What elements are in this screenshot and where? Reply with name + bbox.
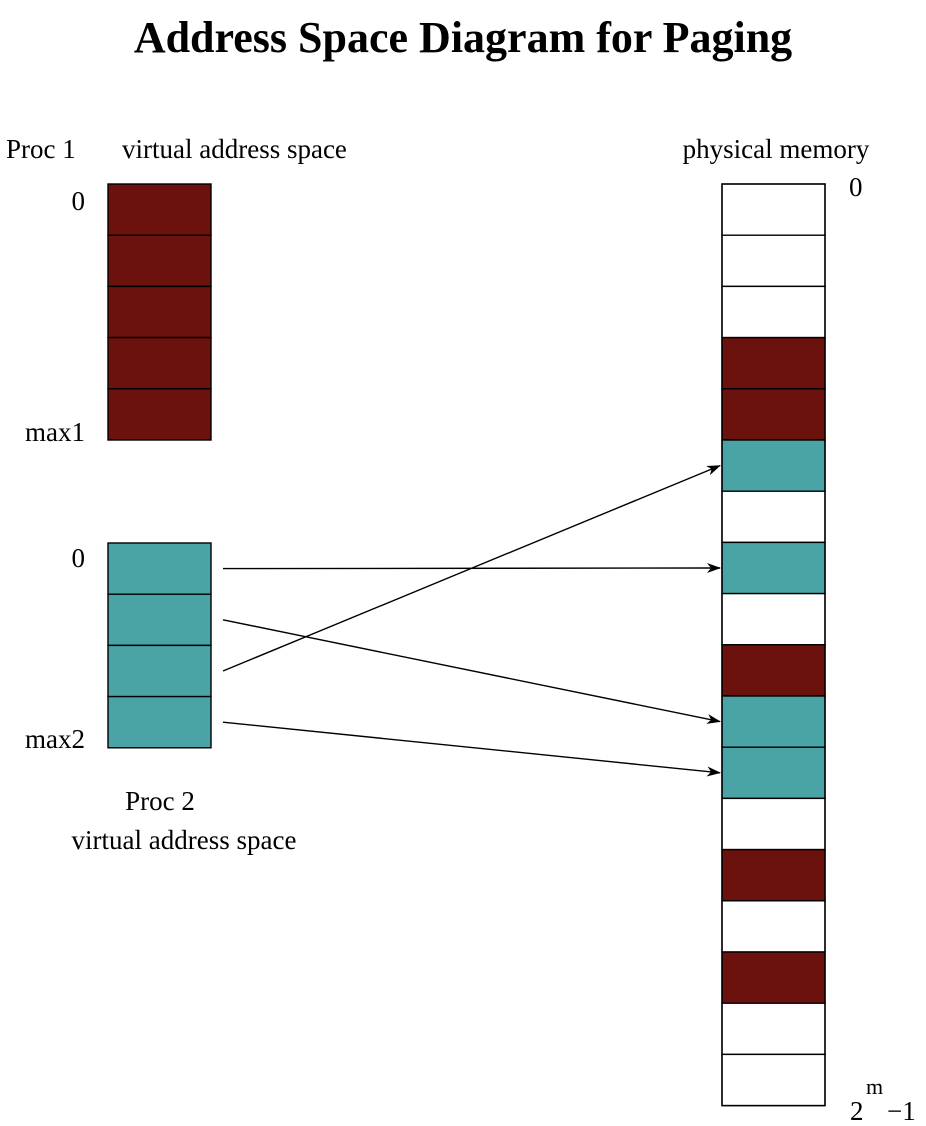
proc1-page [107, 388, 212, 441]
proc1-page [107, 336, 212, 390]
physical-start-label: 0 [849, 172, 863, 202]
proc1-frame [721, 848, 826, 902]
proc1-frame [721, 644, 826, 697]
physical-memory-label: physical memory [683, 134, 870, 164]
proc1-page-table [107, 183, 212, 441]
proc2-page-table [107, 542, 212, 749]
proc2-frame [721, 746, 826, 800]
proc2-page [107, 695, 212, 749]
diagram-title: Address Space Diagram for Paging [134, 13, 792, 62]
free-frame [721, 797, 826, 851]
proc2-frame [721, 541, 826, 595]
free-frame [721, 900, 826, 953]
physical-end-exponent: m [866, 1074, 883, 1099]
proc2-space-label: virtual address space [72, 825, 297, 855]
proc1-end-label: max1 [25, 417, 85, 447]
physical-end-rest: −1 [887, 1096, 916, 1126]
mapping-arrow [222, 721, 721, 777]
physical-end-base: 2 [850, 1096, 864, 1126]
mapping-arrow [222, 619, 721, 724]
proc2-name: Proc 2 [125, 786, 195, 816]
free-frame [721, 592, 826, 646]
proc2-page [107, 593, 212, 647]
mapping-arrow [222, 464, 721, 672]
free-frame [721, 183, 826, 236]
free-frame [721, 285, 826, 339]
proc1-frame [721, 951, 826, 1004]
proc2-frame [721, 695, 826, 748]
free-frame [721, 234, 826, 288]
proc1-page [107, 285, 212, 339]
proc2-end-label: max2 [25, 724, 85, 754]
free-frame [721, 1053, 826, 1107]
proc2-page [107, 542, 212, 595]
proc1-space-label: virtual address space [122, 134, 347, 164]
proc2-frame [721, 439, 826, 492]
proc1-frame [721, 336, 826, 390]
proc1-frame [721, 388, 826, 441]
free-frame [721, 1002, 826, 1056]
proc2-start-label: 0 [72, 543, 86, 573]
free-frame [721, 490, 826, 544]
physical-frames [721, 183, 826, 1107]
proc1-name: Proc 1 [6, 134, 76, 164]
proc1-start-label: 0 [72, 186, 86, 216]
physical-memory-border [721, 183, 826, 1107]
proc1-page [107, 234, 212, 288]
physical-end-label: 2 m −1 [850, 1074, 916, 1126]
proc1-page [107, 183, 212, 236]
mapping-arrows [222, 464, 721, 777]
proc2-page [107, 644, 212, 698]
